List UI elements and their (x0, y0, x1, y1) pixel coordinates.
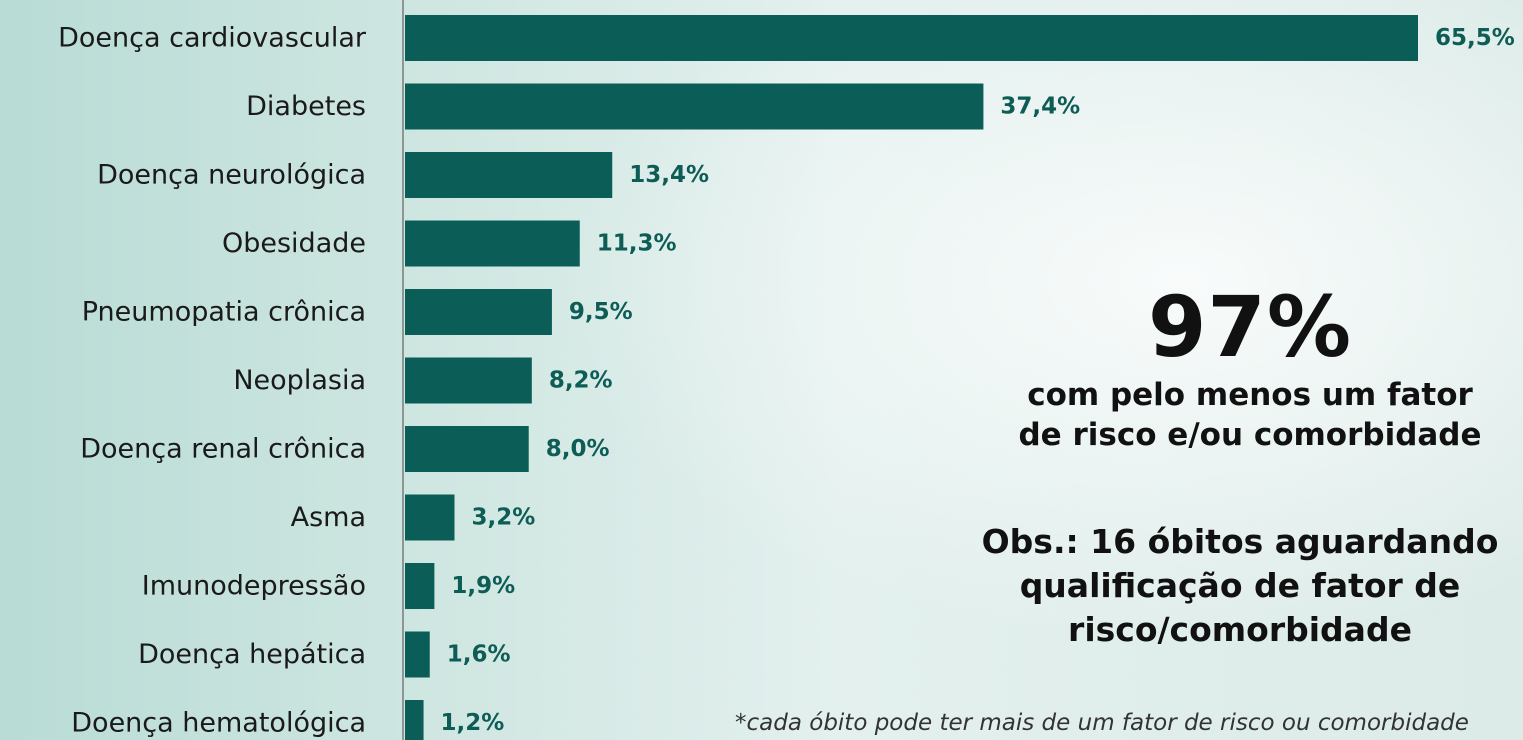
observation-line-3: risco/comorbidade (1068, 610, 1412, 649)
category-label: Doença neurológica (97, 160, 366, 191)
value-label: 9,5% (569, 299, 633, 325)
value-label: 8,0% (546, 436, 610, 462)
category-label: Doença hepática (138, 639, 366, 670)
bar (405, 83, 984, 130)
category-label: Imunodepressão (142, 571, 366, 602)
bar (405, 631, 430, 678)
bar (405, 220, 580, 267)
observation-note: Obs.: 16 óbitos aguardando qualificação … (930, 520, 1523, 652)
value-label: 3,2% (471, 505, 535, 531)
bar (405, 152, 613, 198)
category-label: Obesidade (222, 228, 366, 259)
bars (405, 15, 1418, 740)
bar (405, 357, 532, 404)
category-label: Pneumopatia crônica (82, 297, 366, 328)
summary-percentage: 97% (1147, 278, 1353, 376)
value-label: 37,4% (1000, 94, 1080, 120)
summary-line-1: com pelo menos um fator (1027, 377, 1473, 413)
bar (405, 700, 424, 740)
category-label: Asma (291, 502, 366, 533)
value-label: 8,2% (549, 368, 613, 394)
category-label: Doença renal crônica (80, 434, 366, 465)
value-labels: 65,5% 37,4% 13,4% 11,3% 9,5% 8,2% 8,0% 3,2% 1,9%… (441, 25, 1515, 736)
value-label: 1,2% (441, 710, 505, 736)
category-label: Neoplasia (233, 365, 366, 396)
bar (405, 426, 529, 472)
footnote: *cada óbito pode ter mais de um fator de… (735, 710, 1469, 736)
bar (405, 494, 455, 541)
bar (405, 15, 1418, 61)
summary-callout: 97% com pelo menos um fator de risco e/o… (930, 285, 1523, 455)
value-label: 1,9% (451, 573, 515, 599)
category-label: Diabetes (246, 91, 366, 122)
category-label: Doença cardiovascular (58, 23, 367, 54)
value-label: 1,6% (447, 642, 511, 668)
bar (405, 289, 552, 335)
category-label: Doença hematológica (71, 708, 366, 739)
value-label: 65,5% (1435, 25, 1515, 51)
bar (405, 563, 435, 609)
summary-line-2: de risco e/ou comorbidade (1018, 417, 1482, 453)
observation-line-2: qualificação de fator de (1019, 566, 1461, 605)
value-label: 11,3% (597, 231, 677, 257)
category-labels: Doença cardiovascular Diabetes Doença neur… (58, 23, 367, 739)
observation-line-1: Obs.: 16 óbitos aguardando (981, 522, 1499, 561)
value-label: 13,4% (629, 162, 709, 188)
